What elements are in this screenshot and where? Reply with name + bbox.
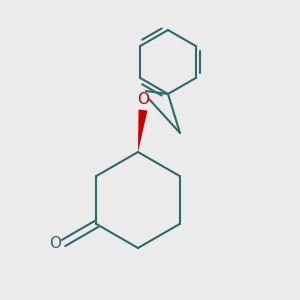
Polygon shape xyxy=(138,110,148,152)
Text: O: O xyxy=(137,92,149,106)
Text: O: O xyxy=(50,236,61,250)
